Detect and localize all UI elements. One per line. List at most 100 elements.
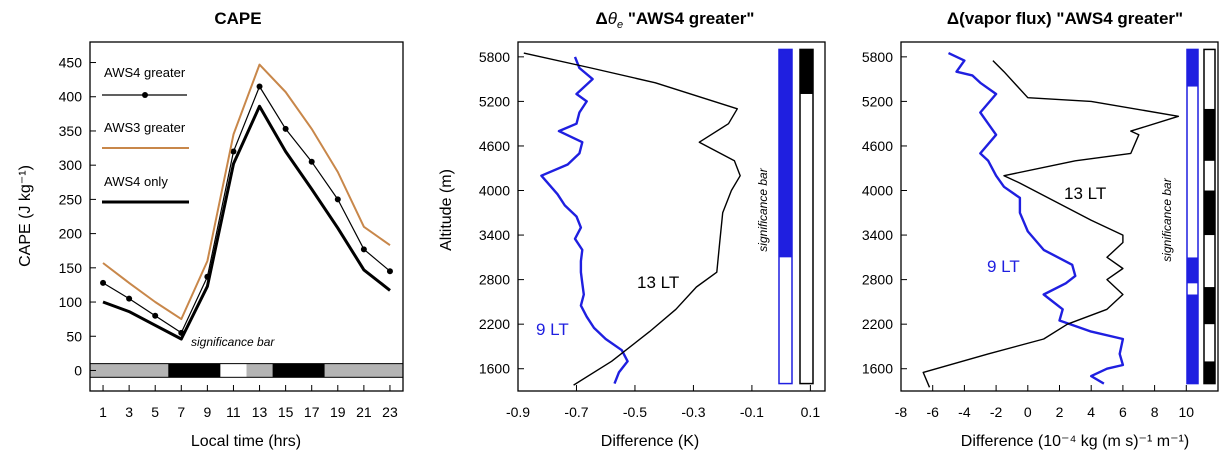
- cape-series-line: [102, 63, 391, 321]
- cape-y-axis-label: CAPE (J kg⁻¹): [17, 165, 34, 267]
- y-tick-label: 350: [59, 123, 83, 139]
- x-tick-label: 2: [1056, 404, 1064, 420]
- y-tick-label: 100: [59, 294, 83, 310]
- x-tick-label: 13: [252, 404, 268, 420]
- y-tick-label: 2800: [862, 272, 893, 288]
- theta-e-9lt-label: 9 LT: [536, 320, 569, 339]
- x-tick-label: 19: [330, 404, 346, 420]
- significance-segment: [1187, 283, 1198, 295]
- x-tick-label: 6: [1119, 404, 1127, 420]
- x-tick-label: -2: [990, 404, 1003, 420]
- significance-bar-outline: [1186, 48, 1199, 385]
- significance-segment: [220, 363, 247, 378]
- vapor-flux-significance-bars: [1186, 48, 1216, 385]
- significance-segment: [324, 363, 403, 378]
- significance-segment: [1204, 49, 1215, 109]
- significance-bar-outline: [799, 48, 814, 385]
- x-tick-label: 17: [304, 404, 320, 420]
- y-tick-label: 450: [59, 55, 83, 71]
- theta-e-y-axis-label: Altitude (m): [438, 169, 455, 251]
- x-tick-label: -6: [926, 404, 939, 420]
- x-tick-label: 0: [1024, 404, 1032, 420]
- x-tick-label: -0.1: [740, 404, 764, 420]
- x-tick-label: 8: [1151, 404, 1159, 420]
- cape-data-point: [360, 246, 367, 253]
- theta-e-title-rest: "AWS4 greater": [623, 9, 754, 28]
- cape-data-point: [334, 196, 341, 203]
- cape-significance-bar: [89, 363, 404, 378]
- significance-segment: [1204, 235, 1215, 288]
- legend-aws4-greater-marker: [142, 92, 148, 98]
- y-tick-label: 150: [59, 260, 83, 276]
- significance-segment: [246, 363, 273, 378]
- y-tick-label: 4000: [479, 183, 510, 199]
- y-tick-label: 2200: [479, 316, 510, 332]
- cape-x-ticks: 1 3 5 7 9 11 13 15 17 19 21 23: [99, 385, 398, 420]
- theta-e-x-ticks: -0.9 -0.7 -0.5 -0.3 -0.1 0.1: [506, 385, 820, 420]
- vapor-flux-plot-area: [922, 52, 1180, 388]
- legend-aws4-only-label: AWS4 only: [104, 174, 168, 189]
- vapor-flux-panel: Δ(vapor flux) "AWS4 greater" -8 -6 -4 -2 0 2 4…: [862, 9, 1219, 450]
- significance-bar-outline: [778, 48, 793, 385]
- significance-segment: [90, 363, 169, 378]
- x-tick-label: 3: [125, 404, 133, 420]
- y-tick-label: 5200: [479, 93, 510, 109]
- y-tick-label: 200: [59, 226, 83, 242]
- x-tick-label: -0.3: [681, 404, 705, 420]
- y-tick-label: 4000: [862, 183, 893, 199]
- significance-segment: [1187, 294, 1198, 384]
- theta-e-title: Δθe "AWS4 greater": [596, 9, 755, 31]
- x-tick-label: 1: [99, 404, 107, 420]
- theta-e-panel: Δθe "AWS4 greater" -0.9 -0.7 -0.5 -0.3 -0.1 0…: [438, 9, 826, 450]
- theta-e-significance-label: significance bar: [756, 167, 770, 251]
- y-tick-label: 5200: [862, 93, 893, 109]
- cape-data-point: [126, 295, 133, 302]
- theta-e-title-symbol: θ: [608, 9, 618, 28]
- cape-series-line: [102, 85, 391, 334]
- significance-segment: [800, 93, 813, 384]
- significance-segment: [1204, 160, 1215, 191]
- cape-data-point: [100, 279, 107, 286]
- x-tick-label: -4: [958, 404, 971, 420]
- vapor-flux-x-axis-label: Difference (10⁻⁴ kg (m s)⁻¹ m⁻¹): [961, 433, 1189, 450]
- theta-e-y-ticks: 1600 2200 2800 3400 4000 4600 5200 5800: [479, 49, 524, 377]
- x-tick-label: -0.5: [623, 404, 647, 420]
- significance-segment: [800, 49, 813, 94]
- y-tick-label: 50: [66, 328, 82, 344]
- vapor-flux-title: Δ(vapor flux) "AWS4 greater": [947, 9, 1183, 28]
- y-tick-label: 300: [59, 157, 83, 173]
- significance-segment: [1204, 108, 1215, 161]
- x-tick-label: 10: [1179, 404, 1195, 420]
- profile-series-line: [540, 56, 629, 385]
- y-tick-label: 250: [59, 191, 83, 207]
- y-tick-label: 3400: [479, 227, 510, 243]
- profile-series-line: [523, 52, 741, 386]
- theta-e-axes-frame: [517, 41, 826, 392]
- cape-plot-area: [100, 63, 393, 341]
- x-tick-label: 0.1: [801, 404, 821, 420]
- x-tick-label: -8: [895, 404, 908, 420]
- x-tick-label: 21: [356, 404, 372, 420]
- x-tick-label: 5: [151, 404, 159, 420]
- cape-title: CAPE: [214, 9, 261, 28]
- cape-data-point: [282, 125, 289, 132]
- theta-e-significance-bars: [778, 48, 814, 385]
- x-tick-label: -0.7: [564, 404, 588, 420]
- cape-panel: CAPE 1 3 5 7 9 11 13 15 17 19 21 23 050100150200250…: [17, 9, 404, 450]
- vapor-flux-x-ticks: -8 -6 -4 -2 0 2 4 6 8 10: [895, 385, 1195, 420]
- theta-e-x-axis-label: Difference (K): [601, 433, 699, 450]
- y-tick-label: 2200: [862, 316, 893, 332]
- x-tick-label: 15: [278, 404, 294, 420]
- cape-data-point: [256, 83, 263, 90]
- x-tick-label: -0.9: [506, 404, 530, 420]
- y-tick-label: 0: [74, 362, 82, 378]
- y-tick-label: 2800: [479, 272, 510, 288]
- significance-segment: [272, 363, 325, 378]
- x-tick-label: 4: [1087, 404, 1095, 420]
- cape-y-ticks: 0 50 100 150 200 250 300 350 400 450: [59, 55, 96, 378]
- significance-segment: [1187, 86, 1198, 258]
- cape-data-point: [230, 148, 237, 155]
- y-tick-label: 5800: [479, 49, 510, 65]
- theta-e-plot-area: [523, 52, 741, 386]
